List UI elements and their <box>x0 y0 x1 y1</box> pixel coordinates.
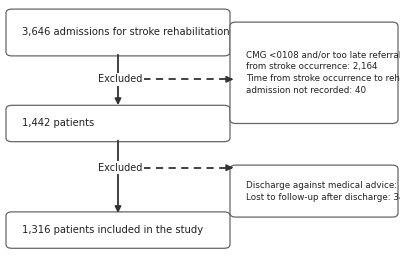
FancyBboxPatch shape <box>230 22 398 124</box>
Text: 1,442 patients: 1,442 patients <box>22 119 94 128</box>
Text: Excluded: Excluded <box>98 163 142 173</box>
FancyBboxPatch shape <box>230 165 398 217</box>
FancyBboxPatch shape <box>6 105 230 142</box>
FancyBboxPatch shape <box>6 212 230 248</box>
Text: 3,646 admissions for stroke rehabilitation: 3,646 admissions for stroke rehabilitati… <box>22 28 230 37</box>
Text: CMG <0108 and/or too late referral (>90 days
from stroke occurrence: 2,164
Time : CMG <0108 and/or too late referral (>90 … <box>246 51 400 95</box>
Text: Excluded: Excluded <box>98 74 142 84</box>
Text: Discharge against medical advice: 92
Lost to follow-up after discharge: 34: Discharge against medical advice: 92 Los… <box>246 181 400 202</box>
FancyBboxPatch shape <box>6 9 230 56</box>
Text: 1,316 patients included in the study: 1,316 patients included in the study <box>22 225 203 235</box>
